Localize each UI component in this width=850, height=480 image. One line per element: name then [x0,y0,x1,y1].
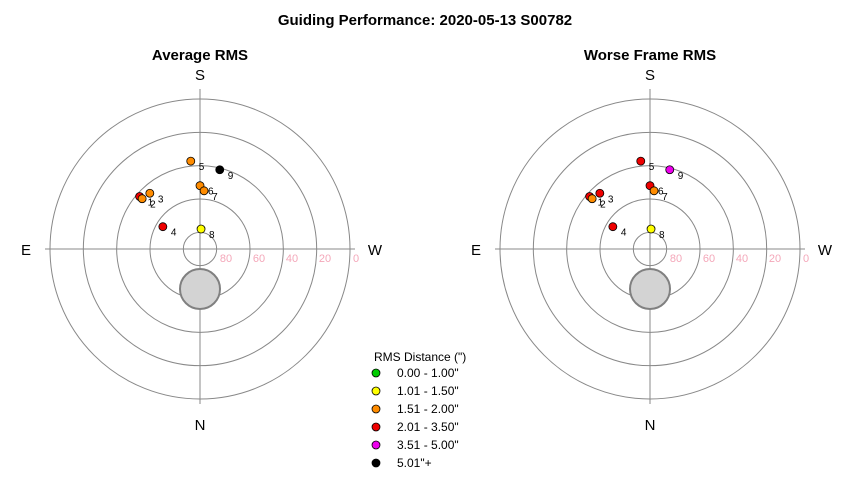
average-rms-point-8 [196,224,206,234]
average-rms-point-2 [137,194,147,204]
average-rms-point-9 [215,165,225,175]
worse-frame-rms-points: 12 3 4 5 67 8 9 [585,156,684,241]
legend-label-1-51-2-00: 1.51 - 2.00" [397,402,459,416]
average-rms-point-4 [158,222,168,232]
average-rms-compass-north: N [195,417,206,434]
average-rms-point-label-8: 8 [209,230,215,241]
average-rms-compass-east: E [21,242,31,259]
worse-frame-rms-point-label-2: 2 [600,200,606,211]
legend-swatch-5-01 [371,458,381,468]
worse-frame-rms-moon-disc [629,268,671,310]
legend-title: RMS Distance (") [374,350,466,364]
figure-title: Guiding Performance: 2020-05-13 S00782 [278,12,572,29]
average-rms-point-label-4: 4 [171,228,177,239]
legend-label-1-01-1-50: 1.01 - 1.50" [397,384,459,398]
worse-frame-rms-point-label-8: 8 [659,230,665,241]
worse-frame-rms-point-9 [665,165,675,175]
worse-frame-rms-point-3 [595,188,605,198]
average-rms-moon-layer [179,268,221,310]
legend-items: 0.00 - 1.00" 1.01 - 1.50" 1.51 - 2.00" 2.01… [371,366,459,470]
worse-frame-rms-point-label-1: 1 [598,198,604,209]
average-rms-grid [45,89,355,404]
legend-label-0-00-1-00: 0.00 - 1.00" [397,366,459,380]
worse-frame-rms-compass-north: N [645,417,656,434]
legend-swatch-3-51-5-00 [371,440,381,450]
average-rms-compass-south: S [195,67,205,84]
worse-frame-rms-grid [495,89,805,404]
worse-frame-rms-compass-south: S [645,67,655,84]
worse-frame-rms-point-label-5: 5 [649,162,655,173]
worse-frame-rms-alt-tick-40: 40 [736,253,748,265]
legend-label-5-01: 5.01"+ [397,456,432,470]
average-rms-point-label-6: 6 [208,187,214,198]
worse-frame-rms-point-5 [636,156,646,166]
average-rms-alt-tick-60: 60 [253,253,265,265]
average-rms-point-label-5: 5 [199,162,205,173]
worse-frame-rms-alt-tick-20: 20 [769,253,781,265]
average-rms-points: 12 3 4 5 67 8 9 [135,156,234,241]
legend-label-2-01-3-50: 2.01 - 3.50" [397,420,459,434]
average-rms-point-5 [186,156,196,166]
worse-frame-rms-alt-tick-60: 60 [703,253,715,265]
average-rms-point-label-2: 2 [150,200,156,211]
average-rms-point-3 [145,188,155,198]
worse-frame-rms-point-label-4: 4 [621,228,627,239]
legend-swatch-1-51-2-00 [371,404,381,414]
legend-swatch-0-00-1-00 [371,368,381,378]
average-rms-alt-tick-80: 80 [220,253,232,265]
worse-frame-rms-point-7 [649,186,659,196]
worse-frame-rms-title: Worse Frame RMS [584,47,716,64]
worse-frame-rms-point-label-9: 9 [678,171,684,182]
worse-frame-rms-compass-east: E [471,242,481,259]
worse-frame-rms-compass-west: W [818,242,833,259]
worse-frame-rms-point-4 [608,222,618,232]
legend-label-3-51-5-00: 3.51 - 5.00" [397,438,459,452]
legend-swatch-2-01-3-50 [371,422,381,432]
average-rms-compass-west: W [368,242,383,259]
worse-frame-rms-moon-layer [629,268,671,310]
average-rms-title: Average RMS [152,47,248,64]
average-rms-point-label-9: 9 [228,171,234,182]
average-rms-panel: Average RMS S N E W 80 60 40 20 0 12 3 4 5 6… [21,47,383,434]
average-rms-alt-tick-20: 20 [319,253,331,265]
worse-frame-rms-point-8 [646,224,656,234]
worse-frame-rms-point-label-7: 7 [662,192,668,203]
average-rms-alt-tick-40: 40 [286,253,298,265]
average-rms-point-label-1: 1 [148,198,154,209]
average-rms-alt-tick-0: 0 [353,253,359,265]
worse-frame-rms-panel: Worse Frame RMS S N E W 80 60 40 20 0 12… [471,47,833,434]
rms-legend: RMS Distance (") 0.00 - 1.00" 1.01 - 1.50… [371,350,466,470]
average-rms-point-label-3: 3 [158,194,164,205]
legend-swatch-1-01-1-50 [371,386,381,396]
worse-frame-rms-point-label-6: 6 [658,187,664,198]
worse-frame-rms-point-2 [587,194,597,204]
average-rms-point-7 [199,186,209,196]
average-rms-moon-disc [179,268,221,310]
average-rms-point-label-7: 7 [212,192,218,203]
worse-frame-rms-point-label-3: 3 [608,194,614,205]
worse-frame-rms-alt-tick-80: 80 [670,253,682,265]
worse-frame-rms-alt-tick-0: 0 [803,253,809,265]
